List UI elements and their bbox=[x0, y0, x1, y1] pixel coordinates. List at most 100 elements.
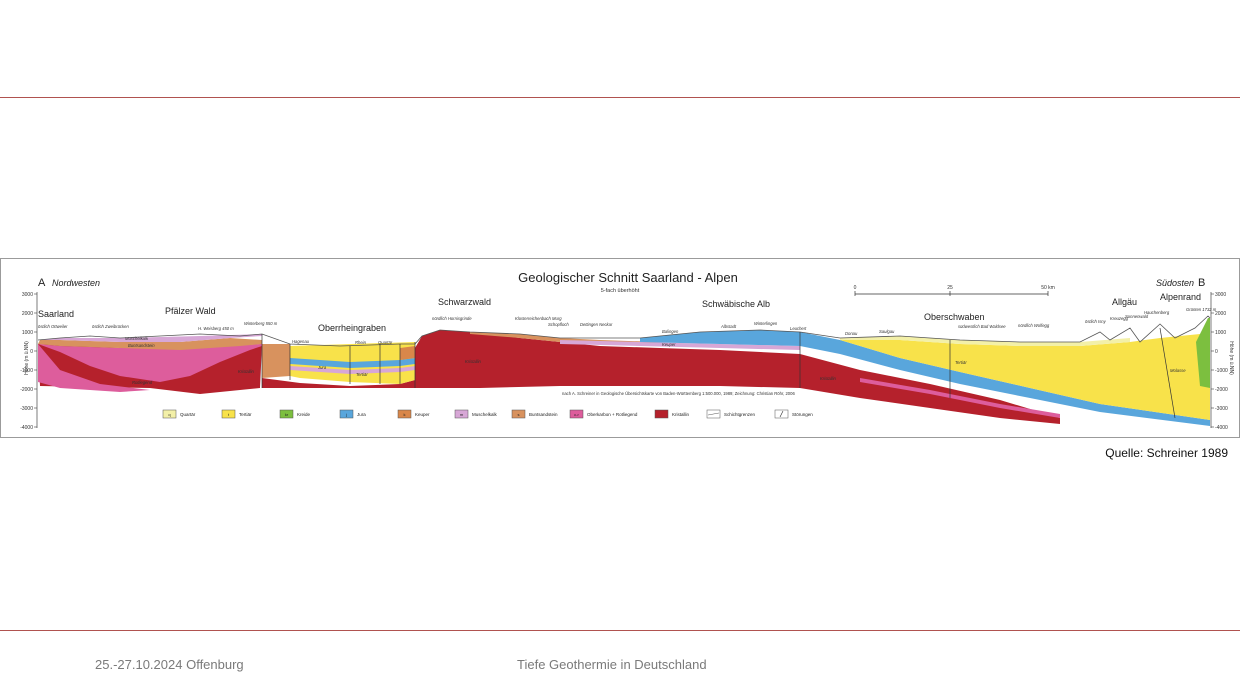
legend-code: j bbox=[345, 412, 347, 417]
y-tick-label: -4000 bbox=[20, 425, 33, 431]
legend-label: Muschelkalk bbox=[472, 412, 498, 417]
y-tick-label: 0 bbox=[30, 349, 33, 355]
place-label: Hauchenberg bbox=[1144, 310, 1170, 315]
place-label: Kristallin bbox=[465, 359, 481, 364]
place-label: Leuchert bbox=[790, 326, 807, 331]
y-tick-label: -4000 bbox=[1215, 425, 1228, 431]
layer-graben-muschelkalk bbox=[290, 366, 415, 374]
scale-label-0: 0 bbox=[854, 285, 857, 291]
place-label: Sonnenwald bbox=[1125, 314, 1149, 319]
layer-graben-keuper bbox=[400, 346, 415, 360]
legend-code: kr bbox=[285, 412, 289, 417]
legend-label: Kreide bbox=[297, 412, 311, 417]
y-tick-label: 3000 bbox=[1215, 292, 1226, 298]
legend-label: Störungen bbox=[792, 412, 813, 417]
place-label: östlich Ottweiler bbox=[38, 324, 68, 329]
place-label: südwestlich Bad Waldsee bbox=[958, 324, 1006, 329]
legend-code: k bbox=[404, 412, 406, 417]
legend-swatch bbox=[511, 409, 526, 419]
place-label: Grünten 1732 m bbox=[1186, 307, 1217, 312]
place-label: H. Weisberg 450 m bbox=[198, 326, 234, 331]
legend-label: Quartär bbox=[180, 412, 196, 417]
place-label: Tertiär bbox=[356, 372, 368, 377]
place-label: Jura bbox=[317, 365, 327, 370]
layer-kristallin-graben bbox=[262, 378, 415, 388]
y-axis-label-right: Höhe (m ü.NN) bbox=[1228, 341, 1234, 375]
legend-swatch-mark bbox=[707, 412, 720, 416]
end-right-direction: Südosten bbox=[1156, 278, 1194, 288]
region-labels: Saarland Pfälzer Wald Oberrheingraben Sc… bbox=[38, 292, 1201, 333]
layer-kristallin-schwarzwald bbox=[415, 330, 1060, 424]
place-label: Dettingen Neckar bbox=[580, 322, 613, 327]
end-left-direction: Nordwesten bbox=[52, 278, 100, 288]
source-citation: Quelle: Schreiner 1989 bbox=[1105, 446, 1228, 460]
y-axis-left: Höhe (m ü.NN) bbox=[24, 292, 38, 428]
legend-swatch bbox=[654, 409, 669, 419]
scale-bar: 0 25 50 km bbox=[854, 285, 1055, 296]
scale-label-50: 50 km bbox=[1041, 285, 1055, 291]
y-axis-label-left: Höhe (m ü.NN) bbox=[24, 341, 30, 375]
legend-swatch bbox=[454, 409, 469, 419]
legend-swatch bbox=[339, 409, 354, 419]
legend-code: t bbox=[228, 412, 230, 417]
layer-kreide-alpenrand bbox=[1196, 318, 1210, 388]
cross-section-svg: Höhe (m ü.NN) Höhe (m ü.NN) 3000 2000 1000… bbox=[0, 258, 1240, 438]
region-oberrheingraben: Oberrheingraben bbox=[318, 323, 386, 333]
legend-swatch bbox=[221, 409, 236, 419]
legend-swatch bbox=[397, 409, 412, 419]
layer-rotliegend bbox=[38, 344, 262, 382]
y-ticks-left: 3000 2000 1000 0 -1000 -2000 -3000 -4000 bbox=[20, 292, 37, 431]
y-axis-right: Höhe (m ü.NN) bbox=[1210, 292, 1234, 428]
place-label: Balingen bbox=[662, 329, 679, 334]
place-label: Saulgau bbox=[879, 329, 895, 334]
layer-alb-jura bbox=[640, 330, 1210, 426]
place-label: Hagenau bbox=[292, 339, 310, 344]
y-ticks-right: 3000 2000 1000 0 -1000 -2000 -3000 -4000 bbox=[1211, 292, 1228, 431]
legend-label: Keuper bbox=[415, 412, 430, 417]
y-tick-label: -2000 bbox=[1215, 387, 1228, 393]
legend-label: Oberkarbon + Rotliegend bbox=[587, 412, 638, 417]
region-schwaebische-alb: Schwäbische Alb bbox=[702, 299, 770, 309]
place-label: Rhein bbox=[355, 340, 367, 345]
legend-label: Tertiär bbox=[239, 412, 252, 417]
place-label: Buntsandstein bbox=[128, 343, 155, 348]
legend-swatch bbox=[279, 409, 294, 419]
place-label: Donau bbox=[845, 331, 858, 336]
legend-label: Buntsandstein bbox=[529, 412, 558, 417]
layer-graben-jura bbox=[290, 358, 415, 368]
y-tick-label: 1000 bbox=[22, 330, 33, 336]
y-tick-label: -2000 bbox=[20, 387, 33, 393]
diagram-subtitle: 5-fach überhöht bbox=[601, 288, 640, 294]
legend-label: Kristallin bbox=[672, 412, 690, 417]
layer-muschelkalk-top bbox=[40, 334, 262, 342]
place-label: Albstadt bbox=[720, 324, 737, 329]
region-oberschwaben: Oberschwaben bbox=[924, 312, 985, 322]
place-label: Tertiär bbox=[955, 360, 967, 365]
place-label: Molasse bbox=[1170, 368, 1186, 373]
layer-buntsandstein bbox=[38, 338, 262, 350]
topography-line bbox=[37, 315, 1211, 347]
place-label: Rotliegend bbox=[132, 380, 153, 385]
place-label: Keuper bbox=[662, 342, 676, 347]
place-label: Quartär bbox=[378, 340, 393, 345]
y-tick-label: -1000 bbox=[1215, 368, 1228, 374]
place-label: Muschelkalk bbox=[125, 336, 149, 341]
place-labels: östlich Ottweiler östlich Zweibrücken Mu… bbox=[38, 307, 1217, 385]
top-rule bbox=[0, 97, 1240, 98]
region-allgaeu: Allgäu bbox=[1112, 297, 1137, 307]
footer-title: Tiefe Geothermie in Deutschland bbox=[517, 657, 707, 672]
y-tick-label: -3000 bbox=[20, 406, 33, 412]
diagram-title: Geologischer Schnitt Saarland - Alpen bbox=[518, 270, 738, 285]
layer-alb-muschelkalk bbox=[560, 340, 800, 350]
end-right-letter: B bbox=[1198, 277, 1205, 289]
y-tick-label: -3000 bbox=[1215, 406, 1228, 412]
y-tick-label: 2000 bbox=[1215, 311, 1226, 317]
attribution-note: nach A. Schreiner in Geologische Übersic… bbox=[562, 391, 795, 396]
y-tick-label: 1000 bbox=[1215, 330, 1226, 336]
end-left-letter: A bbox=[38, 277, 46, 289]
place-label: Kreuzegg bbox=[1110, 316, 1129, 321]
y-tick-label: -1000 bbox=[20, 368, 33, 374]
place-label: Winterberg 550 m bbox=[244, 321, 278, 326]
legend-code: m bbox=[460, 412, 464, 417]
legend-label: Schichtgrenzen bbox=[724, 412, 756, 417]
